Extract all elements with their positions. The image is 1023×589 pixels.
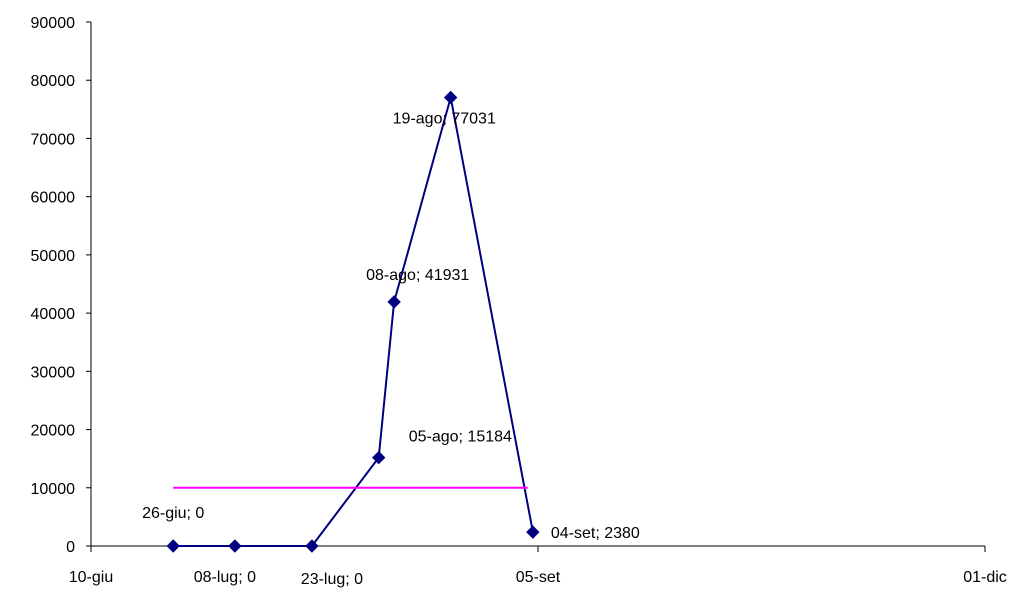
- data-labels: 26-giu; 0 08-lug; 0 23-lug; 0 05-ago; 15184…: [142, 111, 640, 588]
- y-tick-label: 90000: [31, 15, 76, 32]
- y-tick-label: 80000: [31, 73, 76, 90]
- data-label: 04-set; 2380: [551, 525, 640, 542]
- y-tick-label: 40000: [31, 306, 76, 323]
- y-axis: 0 10000 20000 30000 40000 50000 60000 70000 8000…: [31, 15, 92, 556]
- data-point: [166, 539, 180, 553]
- y-tick-label: 10000: [31, 481, 76, 498]
- data-label: 05-ago; 15184: [409, 429, 512, 446]
- data-point: [526, 525, 540, 539]
- y-tick-label: 50000: [31, 248, 76, 265]
- data-point: [443, 90, 458, 105]
- series-markers: [166, 90, 540, 553]
- y-tick-label: 20000: [31, 423, 76, 440]
- y-tick-label: 30000: [31, 364, 76, 381]
- x-tick-label: 01-dic: [963, 569, 1007, 586]
- x-tick-label: 05-set: [516, 569, 561, 586]
- x-tick-label: 10-giu: [69, 569, 113, 586]
- series-lines: [173, 97, 534, 547]
- data-label: 08-ago; 41931: [366, 267, 469, 284]
- data-point: [228, 539, 242, 553]
- data-label: 19-ago; 77031: [393, 111, 496, 128]
- data-label: 26-giu; 0: [142, 505, 204, 522]
- y-tick-label: 0: [66, 539, 75, 556]
- data-point: [387, 295, 401, 309]
- data-point: [372, 450, 386, 465]
- data-point: [305, 539, 319, 553]
- y-tick-label: 60000: [31, 190, 76, 207]
- data-label: 23-lug; 0: [301, 571, 363, 588]
- data-label: 08-lug; 0: [194, 569, 256, 586]
- y-tick-label: 70000: [31, 131, 76, 148]
- series-line-0: [173, 97, 534, 547]
